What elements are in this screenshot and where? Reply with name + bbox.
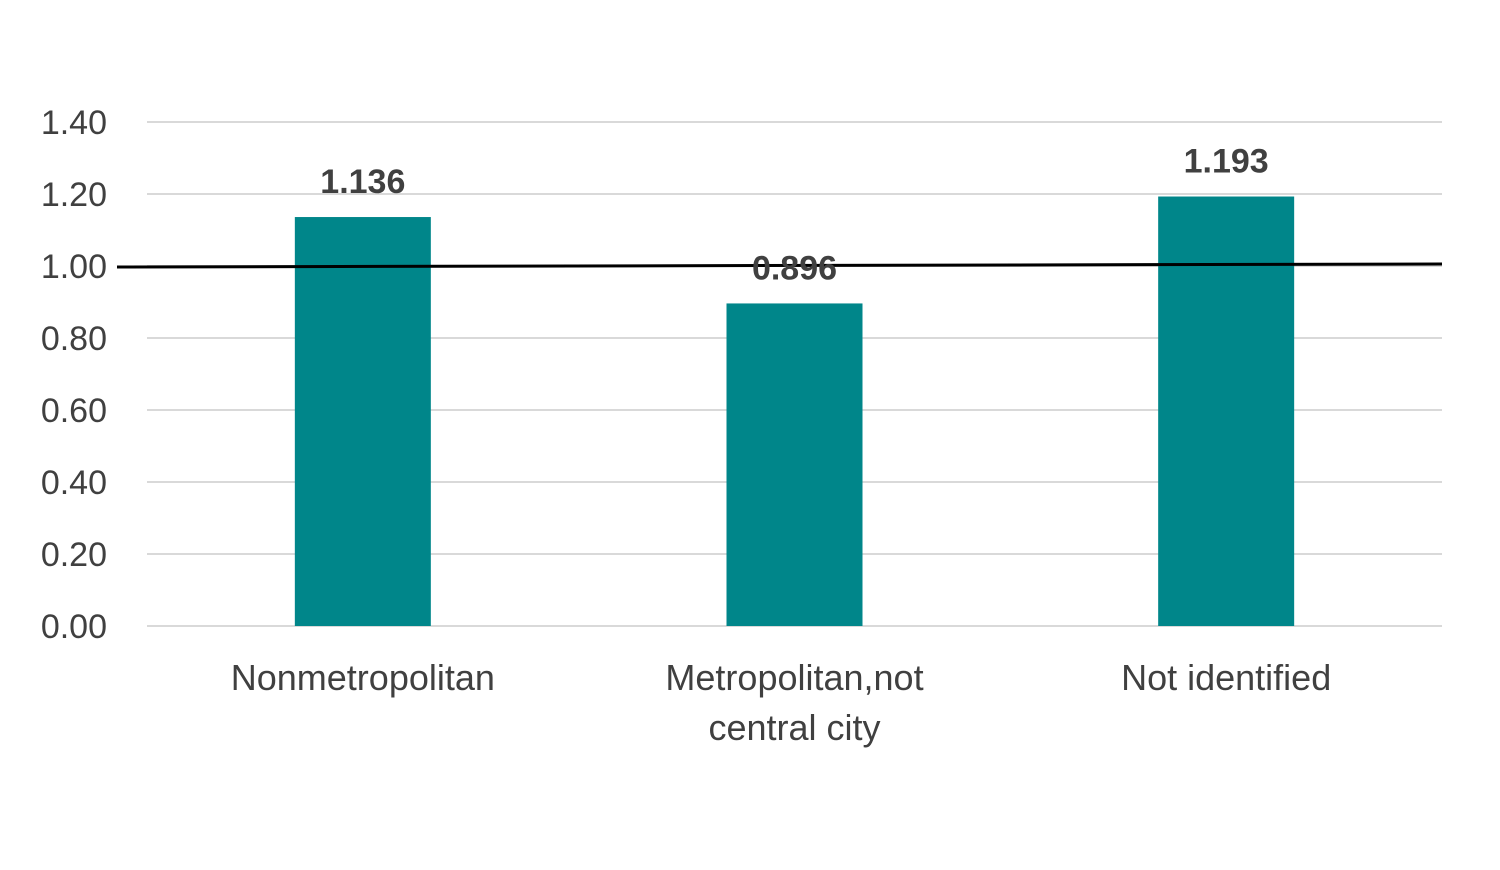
y-tick-label: 1.40: [41, 104, 107, 142]
category-label: Not identified: [1121, 657, 1331, 698]
y-tick-label: 0.40: [41, 464, 107, 502]
category-label: Metropolitan,not: [665, 657, 923, 698]
y-tick-label: 1.00: [41, 248, 107, 286]
y-tick-label: 0.00: [41, 608, 107, 646]
y-tick-label: 0.60: [41, 392, 107, 430]
category-label: Nonmetropolitan: [231, 657, 495, 698]
y-tick-label: 0.80: [41, 320, 107, 358]
data-labels: 1.136 0.896 1.193: [320, 143, 1268, 288]
y-axis-tick-labels: 0.00 0.20 0.40 0.60 0.80 1.00 1.20 1.40: [41, 104, 107, 646]
bar: [726, 303, 863, 626]
bars: [294, 196, 1295, 627]
data-label: 1.136: [320, 163, 405, 201]
data-label: 0.896: [752, 249, 837, 287]
reference-line: [116, 262, 1443, 269]
category-label: central city: [708, 707, 880, 748]
data-label: 1.193: [1184, 143, 1269, 181]
y-tick-label: 0.20: [41, 536, 107, 574]
y-tick-label: 1.20: [41, 176, 107, 214]
reference-line-layer: [116, 262, 1443, 269]
x-axis-category-labels: Nonmetropolitan Metropolitan,not central c…: [231, 657, 1331, 748]
bar: [1158, 196, 1295, 626]
bar: [294, 217, 431, 627]
